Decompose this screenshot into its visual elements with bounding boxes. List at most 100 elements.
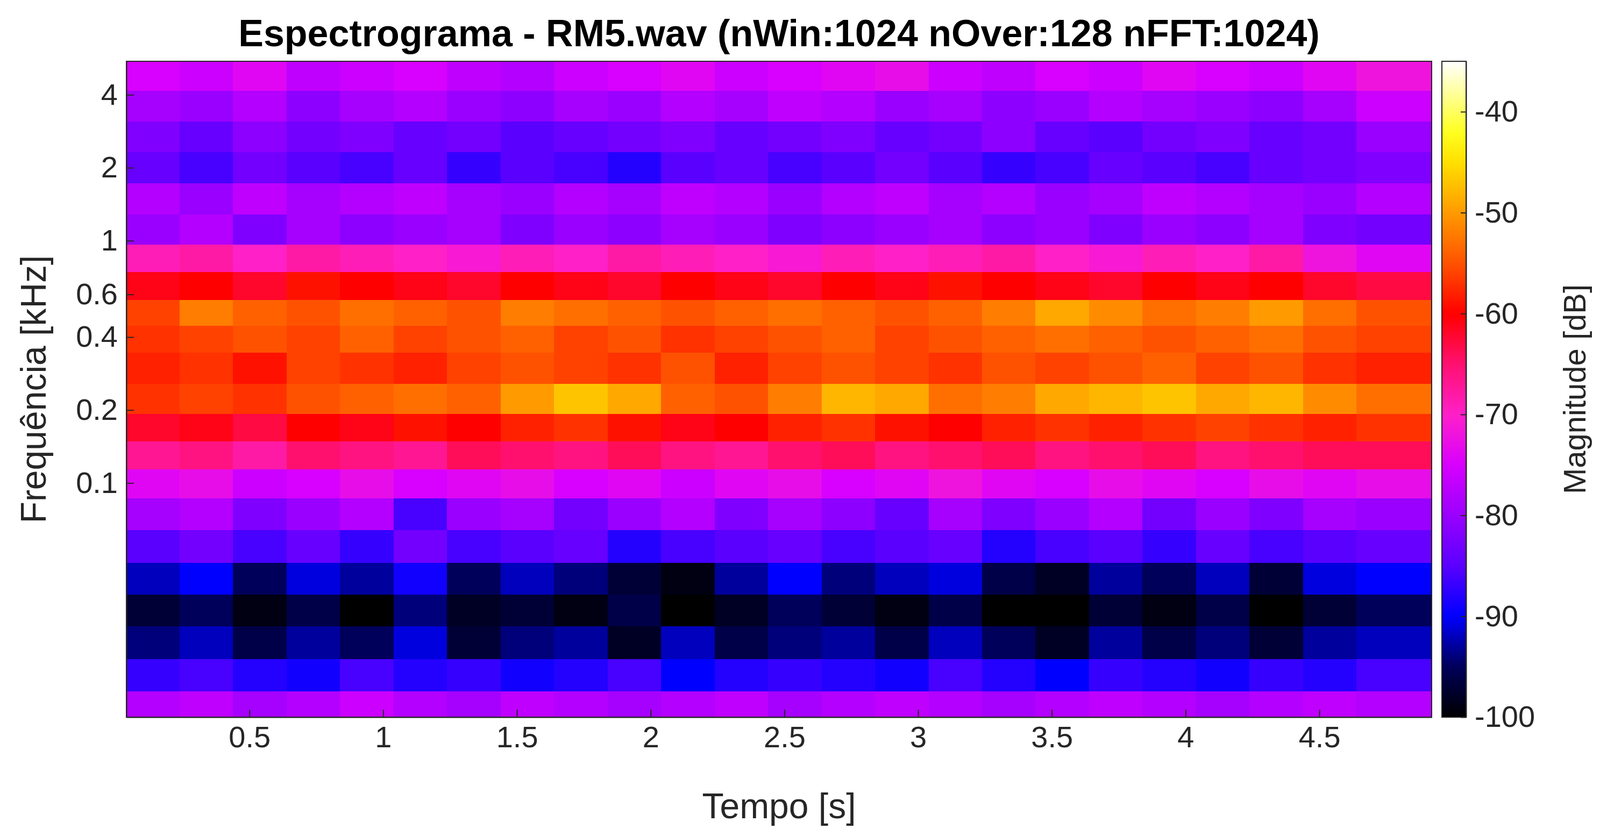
heatmap-cell [340,529,394,564]
heatmap-cell [340,441,394,470]
heatmap-cell [1249,325,1304,353]
heatmap-cell [928,90,983,122]
heatmap-cell [554,61,608,91]
heatmap-cell [1303,272,1357,301]
heatmap-cell [286,272,340,301]
heatmap-cell [1142,352,1197,384]
heatmap-cell [393,441,447,470]
heatmap-cell [982,152,1036,184]
heatmap-cell [554,563,608,595]
heatmap-cell [447,384,501,415]
heatmap-cell [286,90,340,122]
heatmap-cell [233,244,287,272]
heatmap-cell [393,61,447,91]
heatmap-cell [1249,691,1304,718]
tick-mark [1460,414,1467,416]
heatmap-cell [340,691,394,718]
tick-label: -60 [1474,296,1519,331]
colorbar-axis: -100-90-80-70-60-50-40 [1460,61,1535,735]
heatmap-cell [1089,563,1143,595]
heatmap-cell [875,529,929,564]
heatmap-cell [1303,352,1357,384]
heatmap-cell [1089,121,1143,153]
heatmap-cell [1035,441,1090,470]
heatmap-cell [1303,563,1357,595]
heatmap-cell [554,498,608,531]
heatmap-cell [126,626,180,660]
heatmap-cell [233,626,287,660]
tick: -70 [1460,396,1519,431]
heatmap-cell [821,626,876,660]
heatmap-cell [982,272,1036,301]
heatmap-cell [1142,498,1197,531]
heatmap-cell [1356,121,1432,153]
heatmap-cell [982,121,1036,153]
heatmap-cell [500,413,554,442]
heatmap-cell [500,498,554,531]
tick-mark [918,709,920,718]
heatmap-cell [1356,352,1432,384]
heatmap-cell [875,300,929,326]
heatmap-cell [447,659,501,692]
heatmap-cell [233,529,287,564]
heatmap-cell [126,413,180,442]
heatmap-cell [1249,182,1304,215]
heatmap-cell [447,563,501,595]
tick-mark [126,409,134,411]
heatmap-cell [661,529,715,564]
heatmap-cell [500,152,554,184]
heatmap-cell [1089,498,1143,531]
heatmap-cell [928,413,983,442]
tick: -80 [1460,498,1519,532]
heatmap-cell [1249,90,1304,122]
heatmap-cell [875,594,929,627]
heatmap-cell [393,121,447,153]
heatmap-cell [928,244,983,272]
heatmap-cell [286,413,340,442]
heatmap-cell [179,121,233,153]
heatmap-cell [340,214,394,245]
heatmap-cell [1089,594,1143,627]
heatmap-cell [447,121,501,153]
heatmap-cell [661,61,715,91]
heatmap-cell [500,441,554,470]
heatmap-cell [340,182,394,215]
heatmap-cell [179,300,233,326]
heatmap-cell [875,659,929,692]
heatmap-cell [1356,498,1432,531]
heatmap-cell [1303,469,1357,499]
heatmap-cell [821,214,876,245]
heatmap-cell [1303,182,1357,215]
heatmap-cell [1142,469,1197,499]
heatmap-cell [1356,61,1432,91]
heatmap-cell [340,152,394,184]
heatmap-cell [607,626,661,660]
heatmap-cell [126,563,180,595]
heatmap-cell [661,90,715,122]
heatmap-cell [447,300,501,326]
heatmap-cell [1303,691,1357,718]
heatmap-cell [447,272,501,301]
heatmap-cell [1196,594,1250,627]
heatmap-cell [982,413,1036,442]
heatmap-cell [500,384,554,415]
heatmap-cell [1035,121,1090,153]
heatmap-cell [1089,384,1143,415]
heatmap-cell [393,90,447,122]
heatmap-cell [393,384,447,415]
heatmap-cell [447,691,501,718]
heatmap-cell [500,659,554,692]
heatmap-cell [233,563,287,595]
heatmap-cell [554,469,608,499]
axis-line [126,61,128,718]
heatmap-cell [286,384,340,415]
heatmap-cell [554,594,608,627]
chart: 0.511.522.533.544.50.10.20.40.6124Espect… [0,0,1600,829]
heatmap-cell [393,659,447,692]
heatmap-cell [607,413,661,442]
heatmap-cell [1142,659,1197,692]
heatmap-cell [179,384,233,415]
tick-label: -80 [1474,498,1519,532]
heatmap-cell [1356,441,1432,470]
heatmap-cell [393,626,447,660]
